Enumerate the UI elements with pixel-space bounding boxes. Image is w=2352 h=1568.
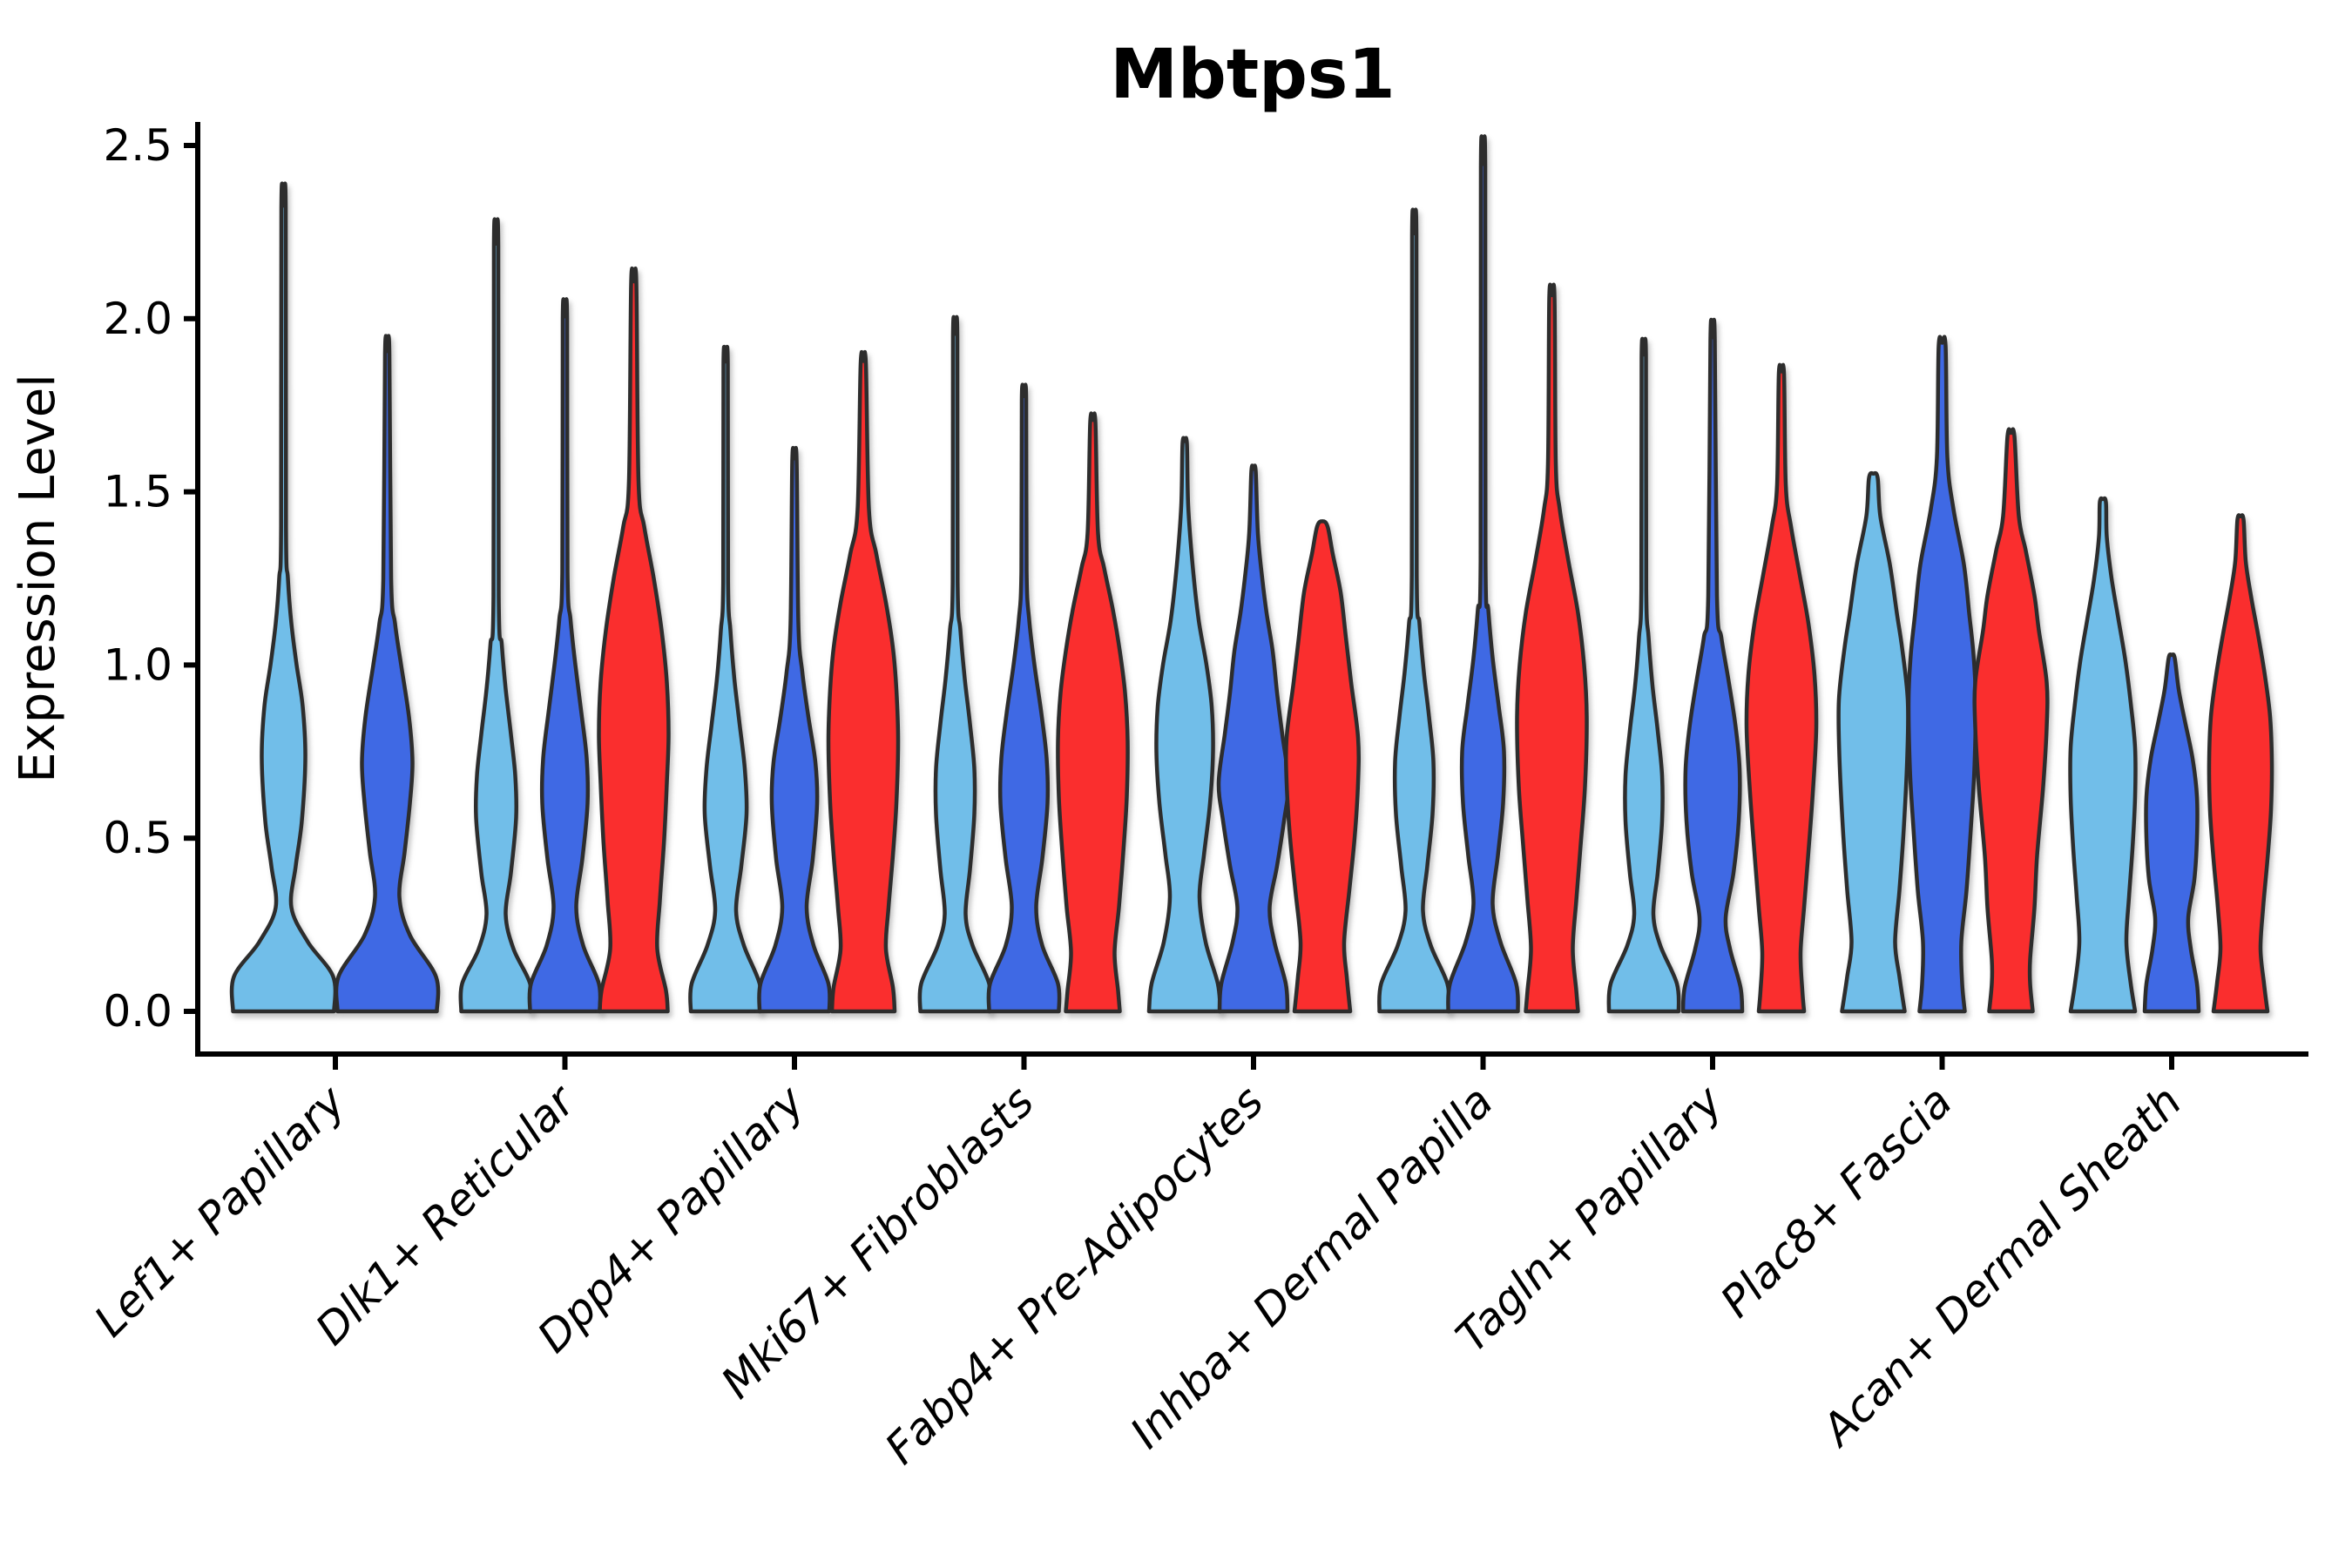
y-tick-label: 1.5 [103,467,172,517]
y-tick-label: 1.0 [103,639,172,690]
axes-layer [184,122,2308,1070]
x-tick-label: Inhba+ Dermal Papilla [1121,1076,1503,1457]
violin-acan-dermal-sheath-skyblue [2068,496,2138,1014]
violin-fabp4-pre-adipocytes-skyblue [1146,436,1223,1014]
violin-mki67-fibroblasts-royalblue [986,382,1062,1014]
violin-plac8-fascia-royalblue [1906,335,1978,1014]
violin-inhba-dermal-papilla-skyblue [1377,207,1451,1014]
violin-tagln-papillary-skyblue [1606,336,1681,1014]
violin-dlk1-reticular-royalblue [527,297,603,1014]
violin-mki67-fibroblasts-skyblue [917,314,993,1014]
violin-tagln-papillary-royalblue [1680,318,1745,1014]
violin-dpp4-papillary-royalblue [757,445,832,1014]
x-tick-label: Fabp4+ Pre-Adipocytes [875,1076,1274,1474]
y-axis-label: Expression Level [10,374,66,783]
violin-acan-dermal-sheath-royalblue [2142,652,2201,1014]
violin-tagln-papillary-red [1744,362,1819,1014]
chart-title: Mbtps1 [1110,36,1395,114]
x-tick-label: Lef1+ Papillary [84,1075,355,1346]
violin-lef1-papillary-skyblue [229,181,338,1014]
violin-inhba-dermal-papilla-royalblue [1446,134,1520,1014]
violin-lef1-papillary-royalblue [334,334,441,1014]
violin-dlk1-reticular-skyblue [458,217,534,1014]
violin-acan-dermal-sheath-red [2207,513,2274,1014]
y-tick-label: 0.0 [103,986,172,1037]
violin-fabp4-pre-adipocytes-red [1283,519,1362,1014]
x-tick-label: Plac8+ Fascia [1711,1076,1962,1327]
violin-dlk1-reticular-red [597,266,671,1014]
violin-plac8-fascia-skyblue [1836,470,1910,1014]
violin-fabp4-pre-adipocytes-royalblue [1216,463,1291,1014]
y-tick-label: 2.5 [103,120,172,171]
violin-dpp4-papillary-red [826,349,901,1014]
violin-dpp4-papillary-skyblue [688,345,763,1014]
violin-mki67-fibroblasts-red [1056,411,1130,1014]
y-tick-label: 2.0 [103,294,172,344]
y-tick-labels: 0.0 0.5 1.0 1.5 2.0 2.5 [103,120,172,1037]
y-tick-label: 0.5 [103,813,172,863]
violin-plac8-fascia-red [1972,427,2050,1014]
violin-inhba-dermal-papilla-red [1515,282,1589,1014]
violins-layer [229,134,2274,1014]
